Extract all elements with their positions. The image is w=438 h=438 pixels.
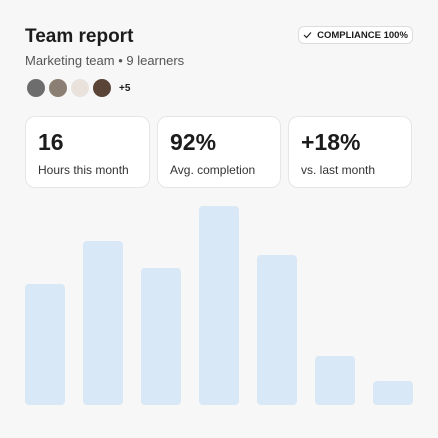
title: Team report (25, 26, 134, 47)
stat-card: 92% Avg. completion (157, 116, 281, 188)
bar (373, 381, 413, 405)
avatar[interactable] (25, 77, 47, 99)
stat-value: 16 (38, 129, 64, 155)
badge-text: COMPLIANCE 100% (317, 29, 408, 41)
bar-chart (25, 206, 413, 405)
avatar[interactable] (91, 77, 113, 99)
bar (25, 284, 65, 405)
stat-label: Hours this month (38, 163, 129, 177)
stat-label: Avg. completion (170, 163, 256, 177)
stat-value: +18% (301, 129, 361, 155)
bar (83, 241, 123, 405)
compliance-badge: COMPLIANCE 100% (298, 26, 413, 44)
bar (257, 255, 297, 405)
check-icon (303, 32, 312, 39)
bar (141, 268, 181, 405)
bar (199, 206, 239, 405)
stat-card: +18% vs. last month (288, 116, 412, 188)
stat-value: 92% (170, 129, 217, 155)
avatar[interactable] (47, 77, 69, 99)
avatar[interactable] (69, 77, 91, 99)
stat-card: 16 Hours this month (25, 116, 150, 188)
bar (315, 356, 355, 405)
stat-label: vs. last month (301, 163, 376, 177)
subtitle: Marketing team • 9 learners (25, 53, 185, 68)
avatars: +5 (25, 77, 130, 99)
extra-members: +5 (119, 82, 131, 94)
